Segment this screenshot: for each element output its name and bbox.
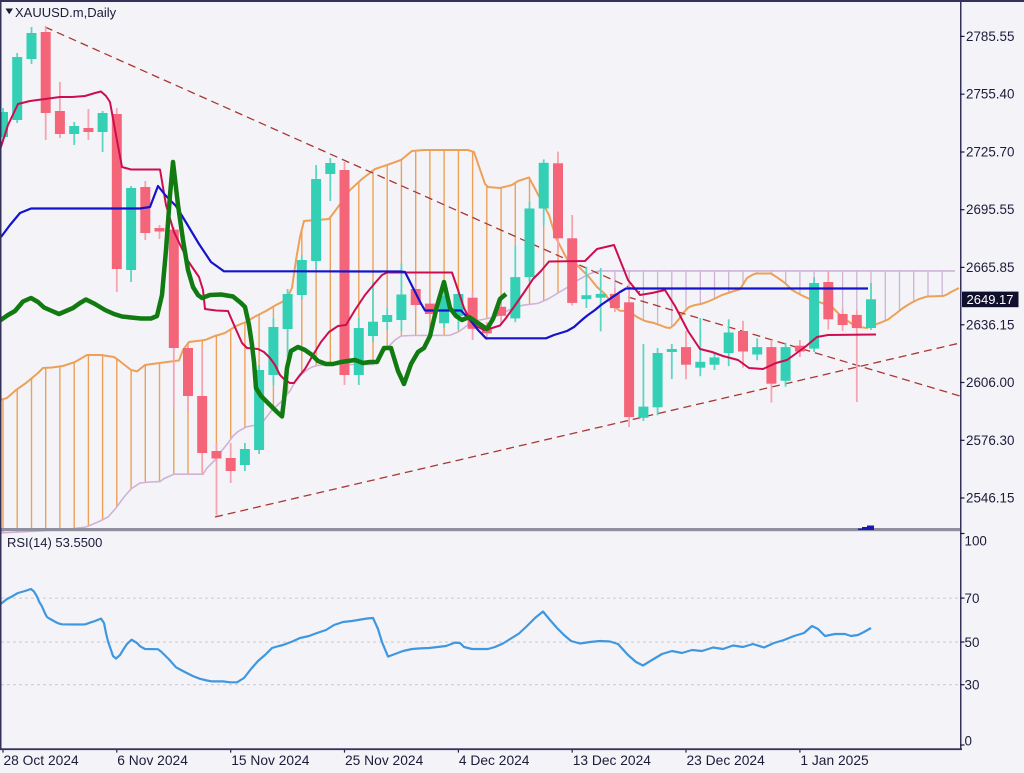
svg-text:28 Oct 2024: 28 Oct 2024 bbox=[4, 753, 79, 768]
svg-text:100: 100 bbox=[965, 534, 987, 549]
svg-text:6 Nov 2024: 6 Nov 2024 bbox=[117, 753, 188, 768]
svg-text:2665.85: 2665.85 bbox=[966, 260, 1014, 275]
svg-text:2649.17: 2649.17 bbox=[967, 292, 1014, 307]
svg-text:25 Nov 2024: 25 Nov 2024 bbox=[345, 753, 424, 768]
svg-text:50: 50 bbox=[965, 635, 980, 650]
svg-text:2725.70: 2725.70 bbox=[966, 145, 1014, 160]
svg-text:2636.15: 2636.15 bbox=[966, 317, 1014, 332]
svg-text:0: 0 bbox=[965, 733, 972, 748]
svg-text:15 Nov 2024: 15 Nov 2024 bbox=[231, 753, 310, 768]
svg-text:RSI(14) 53.5500: RSI(14) 53.5500 bbox=[7, 535, 102, 550]
svg-text:2695.55: 2695.55 bbox=[966, 202, 1014, 217]
svg-text:2785.55: 2785.55 bbox=[966, 29, 1014, 44]
svg-text:2755.40: 2755.40 bbox=[966, 87, 1014, 102]
svg-text:1 Jan 2025: 1 Jan 2025 bbox=[800, 753, 869, 768]
svg-text:2606.00: 2606.00 bbox=[966, 375, 1014, 390]
svg-text:2546.15: 2546.15 bbox=[966, 491, 1014, 506]
svg-text:4 Dec 2024: 4 Dec 2024 bbox=[459, 753, 530, 768]
svg-text:XAUUSD.m,Daily: XAUUSD.m,Daily bbox=[15, 5, 117, 20]
svg-text:23 Dec 2024: 23 Dec 2024 bbox=[687, 753, 766, 768]
svg-text:30: 30 bbox=[965, 678, 980, 693]
svg-text:13 Dec 2024: 13 Dec 2024 bbox=[573, 753, 652, 768]
svg-text:2576.30: 2576.30 bbox=[966, 433, 1014, 448]
svg-text:70: 70 bbox=[965, 591, 980, 606]
